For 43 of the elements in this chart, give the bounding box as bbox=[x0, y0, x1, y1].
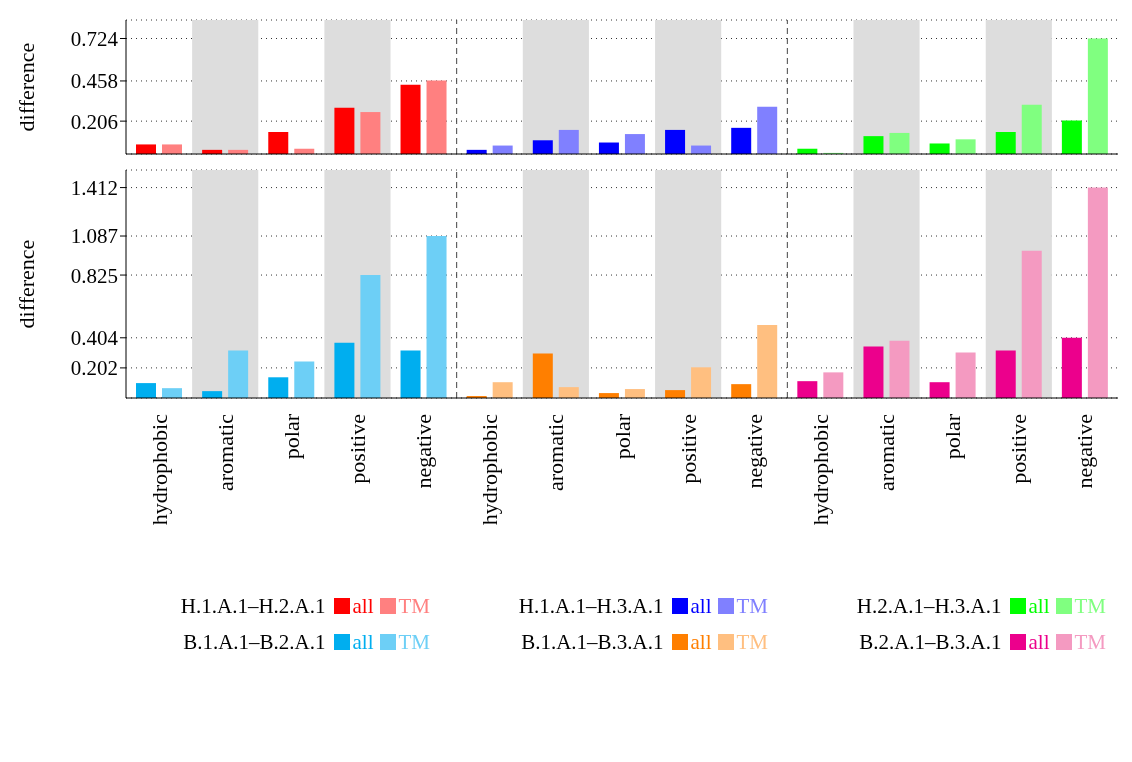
y-axis-title: difference bbox=[13, 239, 39, 329]
y-tick-label: 0.404 bbox=[70, 326, 119, 351]
text: H.2.A.1–H.3.A.1 bbox=[856, 593, 1002, 619]
text: TM bbox=[1074, 593, 1106, 618]
x-tick-label: polar bbox=[609, 413, 635, 460]
x-tick-label: negative bbox=[1072, 414, 1098, 489]
x-tick-label: negative bbox=[411, 414, 437, 489]
text: H.1.A.1–H.2.A.1 bbox=[180, 593, 326, 619]
legend-label: TM bbox=[398, 593, 430, 619]
x-tick-label: polar bbox=[940, 413, 966, 460]
text: B.2.A.1–B.3.A.1 bbox=[859, 629, 1002, 655]
x-tick-label: aromatic bbox=[874, 413, 900, 491]
text: TM bbox=[736, 593, 768, 618]
text: H.1.A.1–H.3.A.1 bbox=[518, 593, 664, 619]
x-tick-label: polar bbox=[278, 413, 304, 460]
y-tick-label: 1.087 bbox=[70, 224, 118, 249]
x-tick-label: hydrophobic bbox=[807, 413, 833, 526]
text: all bbox=[690, 593, 712, 618]
text: all bbox=[690, 629, 712, 654]
x-tick-label: aromatic bbox=[212, 413, 238, 491]
x-tick-label: positive bbox=[344, 414, 370, 484]
x-tick-label: positive bbox=[1006, 414, 1032, 484]
y-tick-label: 0.206 bbox=[70, 109, 118, 134]
x-tick-label: hydrophobic bbox=[146, 413, 172, 526]
text: TM bbox=[1074, 629, 1106, 654]
y-tick-label: 0.458 bbox=[70, 69, 118, 94]
legend-label: TM bbox=[398, 629, 430, 655]
x-tick-label: negative bbox=[741, 414, 767, 489]
y-axis-title: difference bbox=[13, 42, 39, 132]
legend-label: all bbox=[352, 629, 374, 655]
legend-label: all bbox=[352, 593, 374, 619]
x-tick-label: positive bbox=[675, 414, 701, 484]
y-tick-label: 1.412 bbox=[70, 176, 118, 201]
y-tick-label: 0.202 bbox=[70, 356, 118, 381]
text: TM bbox=[736, 629, 768, 654]
y-tick-label: 0.825 bbox=[70, 263, 118, 288]
y-tick-label: 0.724 bbox=[70, 26, 119, 51]
text: all bbox=[1028, 629, 1050, 654]
text: B.1.A.1–B.3.A.1 bbox=[521, 629, 664, 655]
x-tick-label: aromatic bbox=[543, 413, 569, 491]
x-tick-label: hydrophobic bbox=[477, 413, 503, 526]
text: all bbox=[1028, 593, 1050, 618]
text: B.1.A.1–B.2.A.1 bbox=[183, 629, 326, 655]
